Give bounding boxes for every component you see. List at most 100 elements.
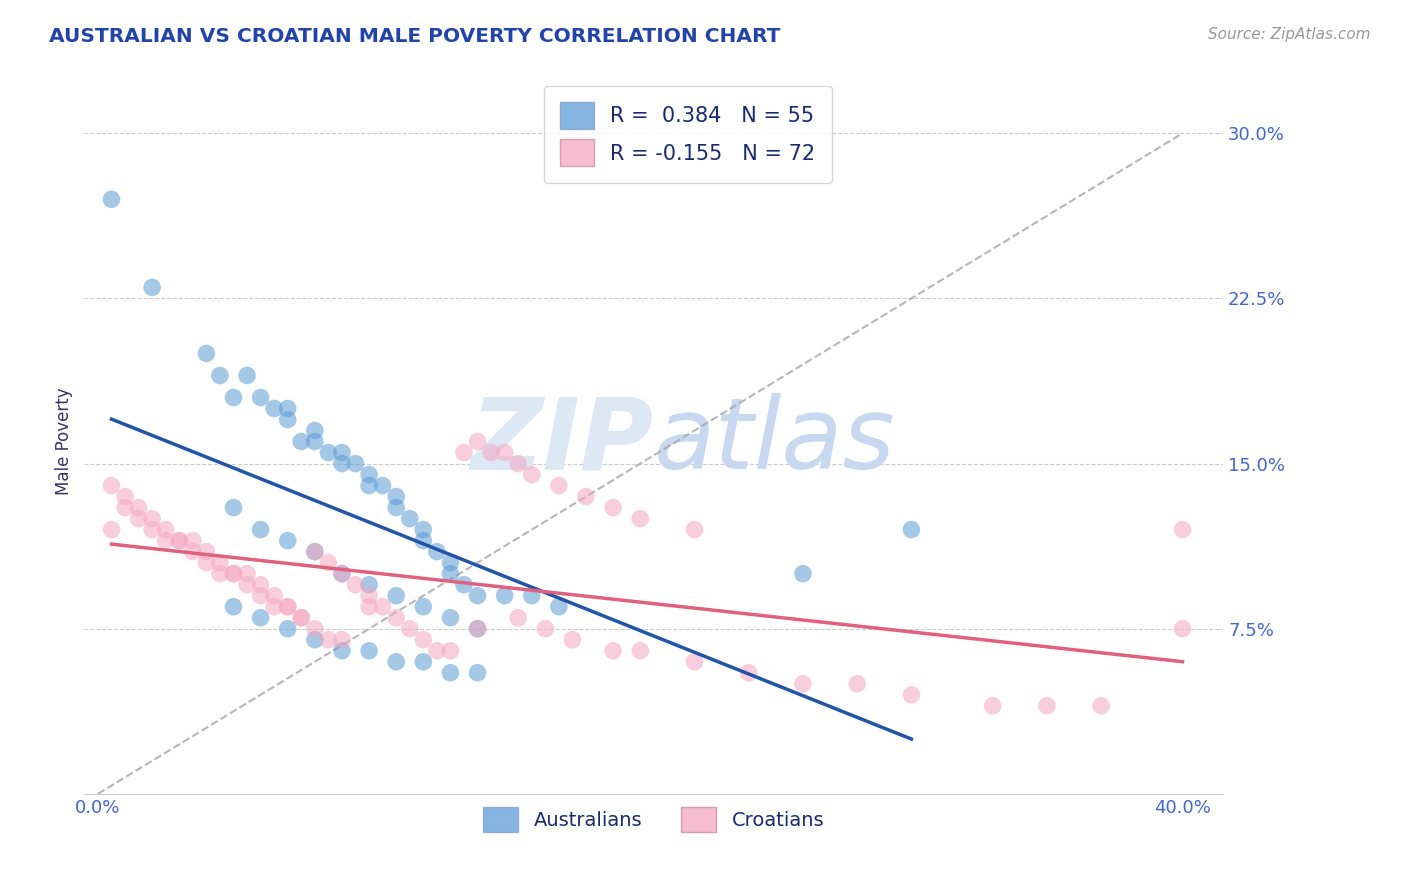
Point (846, 677, 869, 691)
Point (628, 644, 651, 658)
Point (900, 688, 922, 702)
Point (439, 566, 461, 581)
Point (1090, 698, 1112, 713)
Point (195, 346, 218, 360)
Point (398, 511, 420, 525)
Point (561, 632, 583, 647)
Point (155, 523, 177, 537)
Text: AUSTRALIAN VS CROATIAN MALE POVERTY CORRELATION CHART: AUSTRALIAN VS CROATIAN MALE POVERTY CORR… (49, 27, 780, 45)
Point (290, 434, 312, 449)
Point (508, 457, 530, 471)
Point (290, 610, 312, 624)
Point (249, 577, 271, 591)
Point (222, 391, 245, 405)
Point (494, 445, 516, 459)
Point (467, 434, 489, 449)
Point (222, 599, 245, 614)
Point (114, 500, 136, 515)
Point (412, 523, 434, 537)
Point (385, 589, 408, 603)
Point (467, 589, 489, 603)
Point (359, 577, 381, 591)
Point (263, 599, 285, 614)
Point (330, 644, 353, 658)
Point (344, 457, 367, 471)
Point (439, 644, 461, 658)
Point (304, 622, 326, 636)
Point (467, 622, 489, 636)
Point (222, 566, 245, 581)
Point (128, 500, 150, 515)
Point (277, 401, 299, 416)
Point (304, 544, 326, 558)
Point (304, 544, 326, 558)
Point (479, 445, 502, 459)
Point (195, 544, 218, 558)
Y-axis label: Male Poverty: Male Poverty (55, 388, 73, 495)
Point (453, 445, 475, 459)
Point (100, 192, 122, 206)
Point (249, 391, 271, 405)
Point (263, 401, 285, 416)
Point (385, 490, 408, 504)
Point (385, 610, 408, 624)
Point (371, 599, 394, 614)
Point (249, 589, 271, 603)
Point (738, 665, 761, 680)
Point (385, 655, 408, 669)
Point (439, 665, 461, 680)
Point (371, 478, 394, 492)
Point (330, 457, 353, 471)
Point (344, 577, 367, 591)
Point (453, 577, 475, 591)
Point (277, 412, 299, 426)
Point (900, 523, 922, 537)
Point (467, 665, 489, 680)
Point (318, 556, 340, 570)
Point (330, 566, 353, 581)
Point (359, 589, 381, 603)
Point (1036, 698, 1059, 713)
Point (602, 500, 624, 515)
Point (412, 533, 434, 548)
Point (318, 632, 340, 647)
Point (412, 632, 434, 647)
Point (412, 599, 434, 614)
Point (208, 368, 231, 383)
Point (141, 523, 163, 537)
Point (263, 589, 285, 603)
Point (155, 533, 177, 548)
Point (359, 467, 381, 482)
Point (249, 610, 271, 624)
Point (439, 556, 461, 570)
Text: ZIP: ZIP (471, 393, 654, 490)
Point (100, 478, 122, 492)
Point (277, 599, 299, 614)
Point (290, 610, 312, 624)
Point (359, 599, 381, 614)
Point (181, 533, 204, 548)
Point (208, 556, 231, 570)
Point (277, 622, 299, 636)
Point (683, 655, 706, 669)
Point (359, 478, 381, 492)
Point (236, 368, 259, 383)
Point (467, 622, 489, 636)
Point (385, 500, 408, 515)
Point (602, 644, 624, 658)
Point (304, 434, 326, 449)
Point (277, 599, 299, 614)
Point (195, 556, 218, 570)
Point (249, 523, 271, 537)
Point (304, 632, 326, 647)
Point (128, 511, 150, 525)
Point (628, 511, 651, 525)
Point (330, 566, 353, 581)
Point (169, 533, 191, 548)
Point (534, 622, 557, 636)
Point (359, 644, 381, 658)
Point (683, 523, 706, 537)
Point (548, 478, 571, 492)
Point (169, 533, 191, 548)
Point (318, 445, 340, 459)
